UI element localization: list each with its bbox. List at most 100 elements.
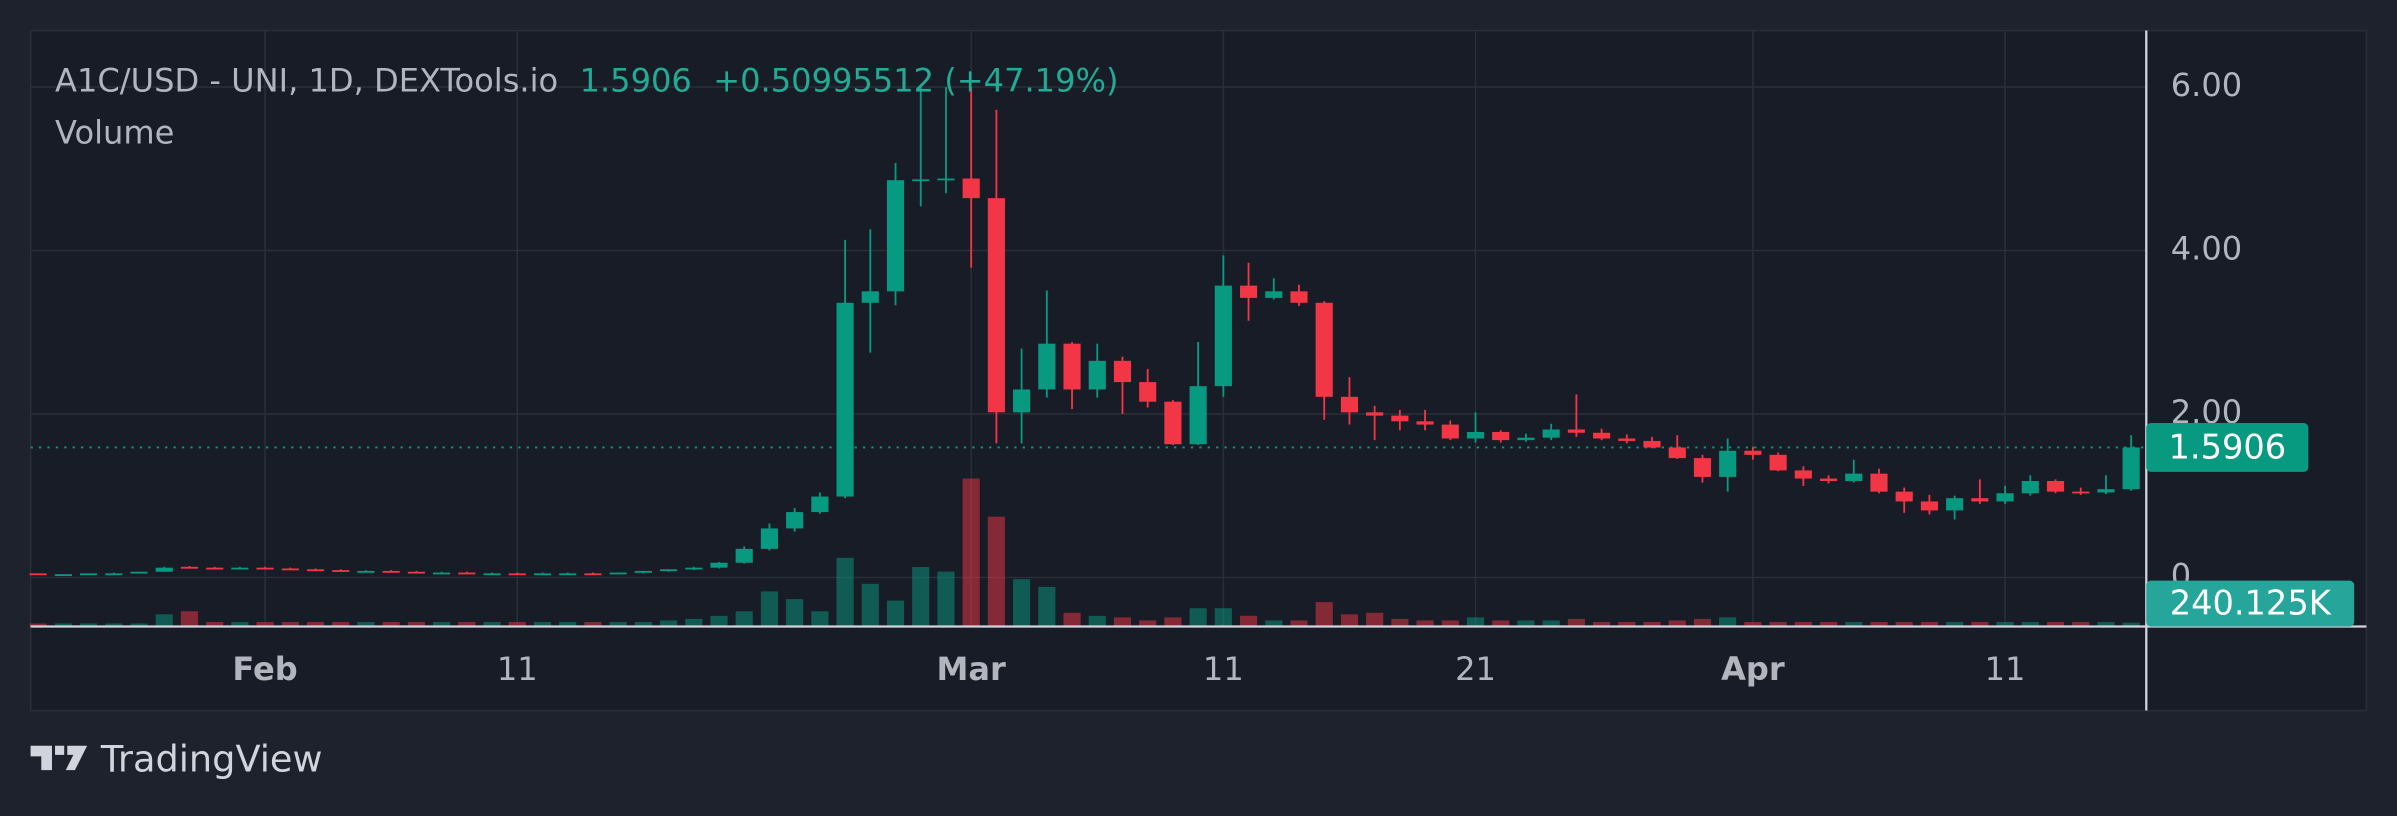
last-price: 1.5906: [580, 62, 692, 100]
x-tick-label: 11: [497, 650, 538, 688]
volume-bar: [1845, 621, 1863, 627]
volume-bar: [1819, 621, 1838, 627]
volume-bar: [861, 583, 879, 627]
candle-body: [1013, 389, 1031, 413]
y-tick-label: 6.00: [2171, 66, 2242, 104]
volume-bar: [912, 567, 930, 627]
volume-bar: [1088, 615, 1106, 627]
volume-bar: [1542, 620, 1560, 627]
volume-bar: [710, 615, 728, 627]
candle-body: [105, 573, 123, 576]
candle-body: [533, 573, 552, 576]
volume-bar: [1340, 614, 1359, 627]
volume-bar: [206, 621, 224, 627]
price-tag-label: 1.5906: [2168, 427, 2286, 466]
candle-body: [256, 567, 274, 570]
candle-body: [786, 512, 804, 529]
volume-bar: [155, 614, 173, 627]
chart-title: A1C/USD - UNI, 1D, DEXTools.io: [55, 62, 558, 100]
candle-body: [1895, 491, 1913, 502]
x-tick-label: 21: [1455, 650, 1496, 688]
volume-bar: [1719, 617, 1737, 627]
candle-body: [155, 567, 173, 572]
volume-bar: [180, 611, 199, 627]
candle-body: [987, 198, 1005, 413]
volume-bar: [1769, 621, 1787, 627]
candle-body: [1113, 360, 1132, 383]
candle-body: [1139, 382, 1157, 402]
candle-body: [1214, 285, 1232, 387]
volume-bar: [1038, 586, 1056, 627]
candle-body: [1340, 396, 1359, 413]
volume-bar: [1870, 621, 1888, 627]
volume-bar: [382, 621, 400, 627]
candle-body: [1971, 498, 1989, 502]
candle-body: [281, 568, 299, 571]
candle-body: [1088, 360, 1106, 390]
price-tag: [2146, 422, 2309, 472]
candle-body: [937, 178, 955, 181]
legend-header: A1C/USD - UNI, 1D, DEXTools.io 1.5906 +0.5…: [55, 62, 1118, 100]
candle-body: [861, 291, 879, 303]
candle-body: [1593, 432, 1611, 439]
candle-body: [811, 496, 829, 513]
candle-body: [1038, 343, 1056, 390]
volume-bar: [2072, 621, 2090, 627]
volume-bar: [2122, 622, 2140, 627]
candle-body: [231, 567, 249, 570]
volume-bar: [1971, 621, 1989, 627]
volume-bar: [1643, 621, 1661, 627]
candle-body: [483, 573, 501, 576]
candle-body: [1668, 447, 1686, 459]
volume-bar: [1214, 608, 1232, 627]
candle-body: [1719, 450, 1737, 477]
candle-body: [1567, 429, 1585, 433]
volume-bar: [533, 621, 552, 627]
volume-bar: [962, 478, 980, 627]
watermark: TradingView: [100, 737, 323, 780]
volume-bar: [29, 623, 47, 627]
volume-bar: [105, 623, 123, 627]
volume-bar: [1668, 620, 1686, 627]
candle-body: [912, 179, 930, 182]
candle-body: [1492, 431, 1510, 441]
volume-bar: [1567, 618, 1585, 627]
volume-bar: [886, 600, 905, 627]
volume-bar: [79, 623, 98, 627]
candle-body: [836, 302, 854, 497]
volume-bar: [1466, 617, 1485, 627]
volume-tag: [2146, 580, 2355, 627]
candle-body: [1946, 498, 1964, 511]
logo-icon: [30, 745, 88, 771]
volume-bar: [1996, 621, 2014, 627]
y-tick-label: 4.00: [2171, 229, 2242, 267]
volume-bar: [1517, 620, 1535, 627]
candle-body: [1744, 450, 1762, 455]
volume-bar: [1618, 621, 1636, 627]
x-tick-label: Feb: [232, 650, 297, 688]
candle-body: [559, 573, 577, 576]
volume-bar: [332, 621, 350, 627]
candle-body: [710, 562, 728, 568]
volume-bar: [811, 611, 829, 627]
volume-bar: [609, 621, 627, 627]
logo: TradingView: [30, 737, 323, 780]
candle-body: [357, 570, 375, 573]
volume-bar: [836, 557, 854, 627]
candle-body: [1265, 291, 1283, 298]
price-change: +0.50995512 (+47.19%): [713, 62, 1118, 100]
candle-body: [1239, 285, 1258, 298]
volume-bar: [1013, 579, 1031, 627]
candle-body: [407, 571, 425, 574]
candle-body: [2122, 447, 2140, 490]
volume-bar: [1063, 612, 1081, 627]
candle-body: [332, 570, 350, 572]
candle-body: [2072, 491, 2090, 494]
volume-bar: [584, 621, 602, 627]
volume-bar: [559, 621, 577, 627]
candle-body: [433, 572, 451, 575]
candle-body: [1819, 478, 1838, 482]
volume-bar: [508, 621, 526, 627]
volume-bar: [786, 599, 804, 627]
candle-body: [2046, 481, 2065, 492]
